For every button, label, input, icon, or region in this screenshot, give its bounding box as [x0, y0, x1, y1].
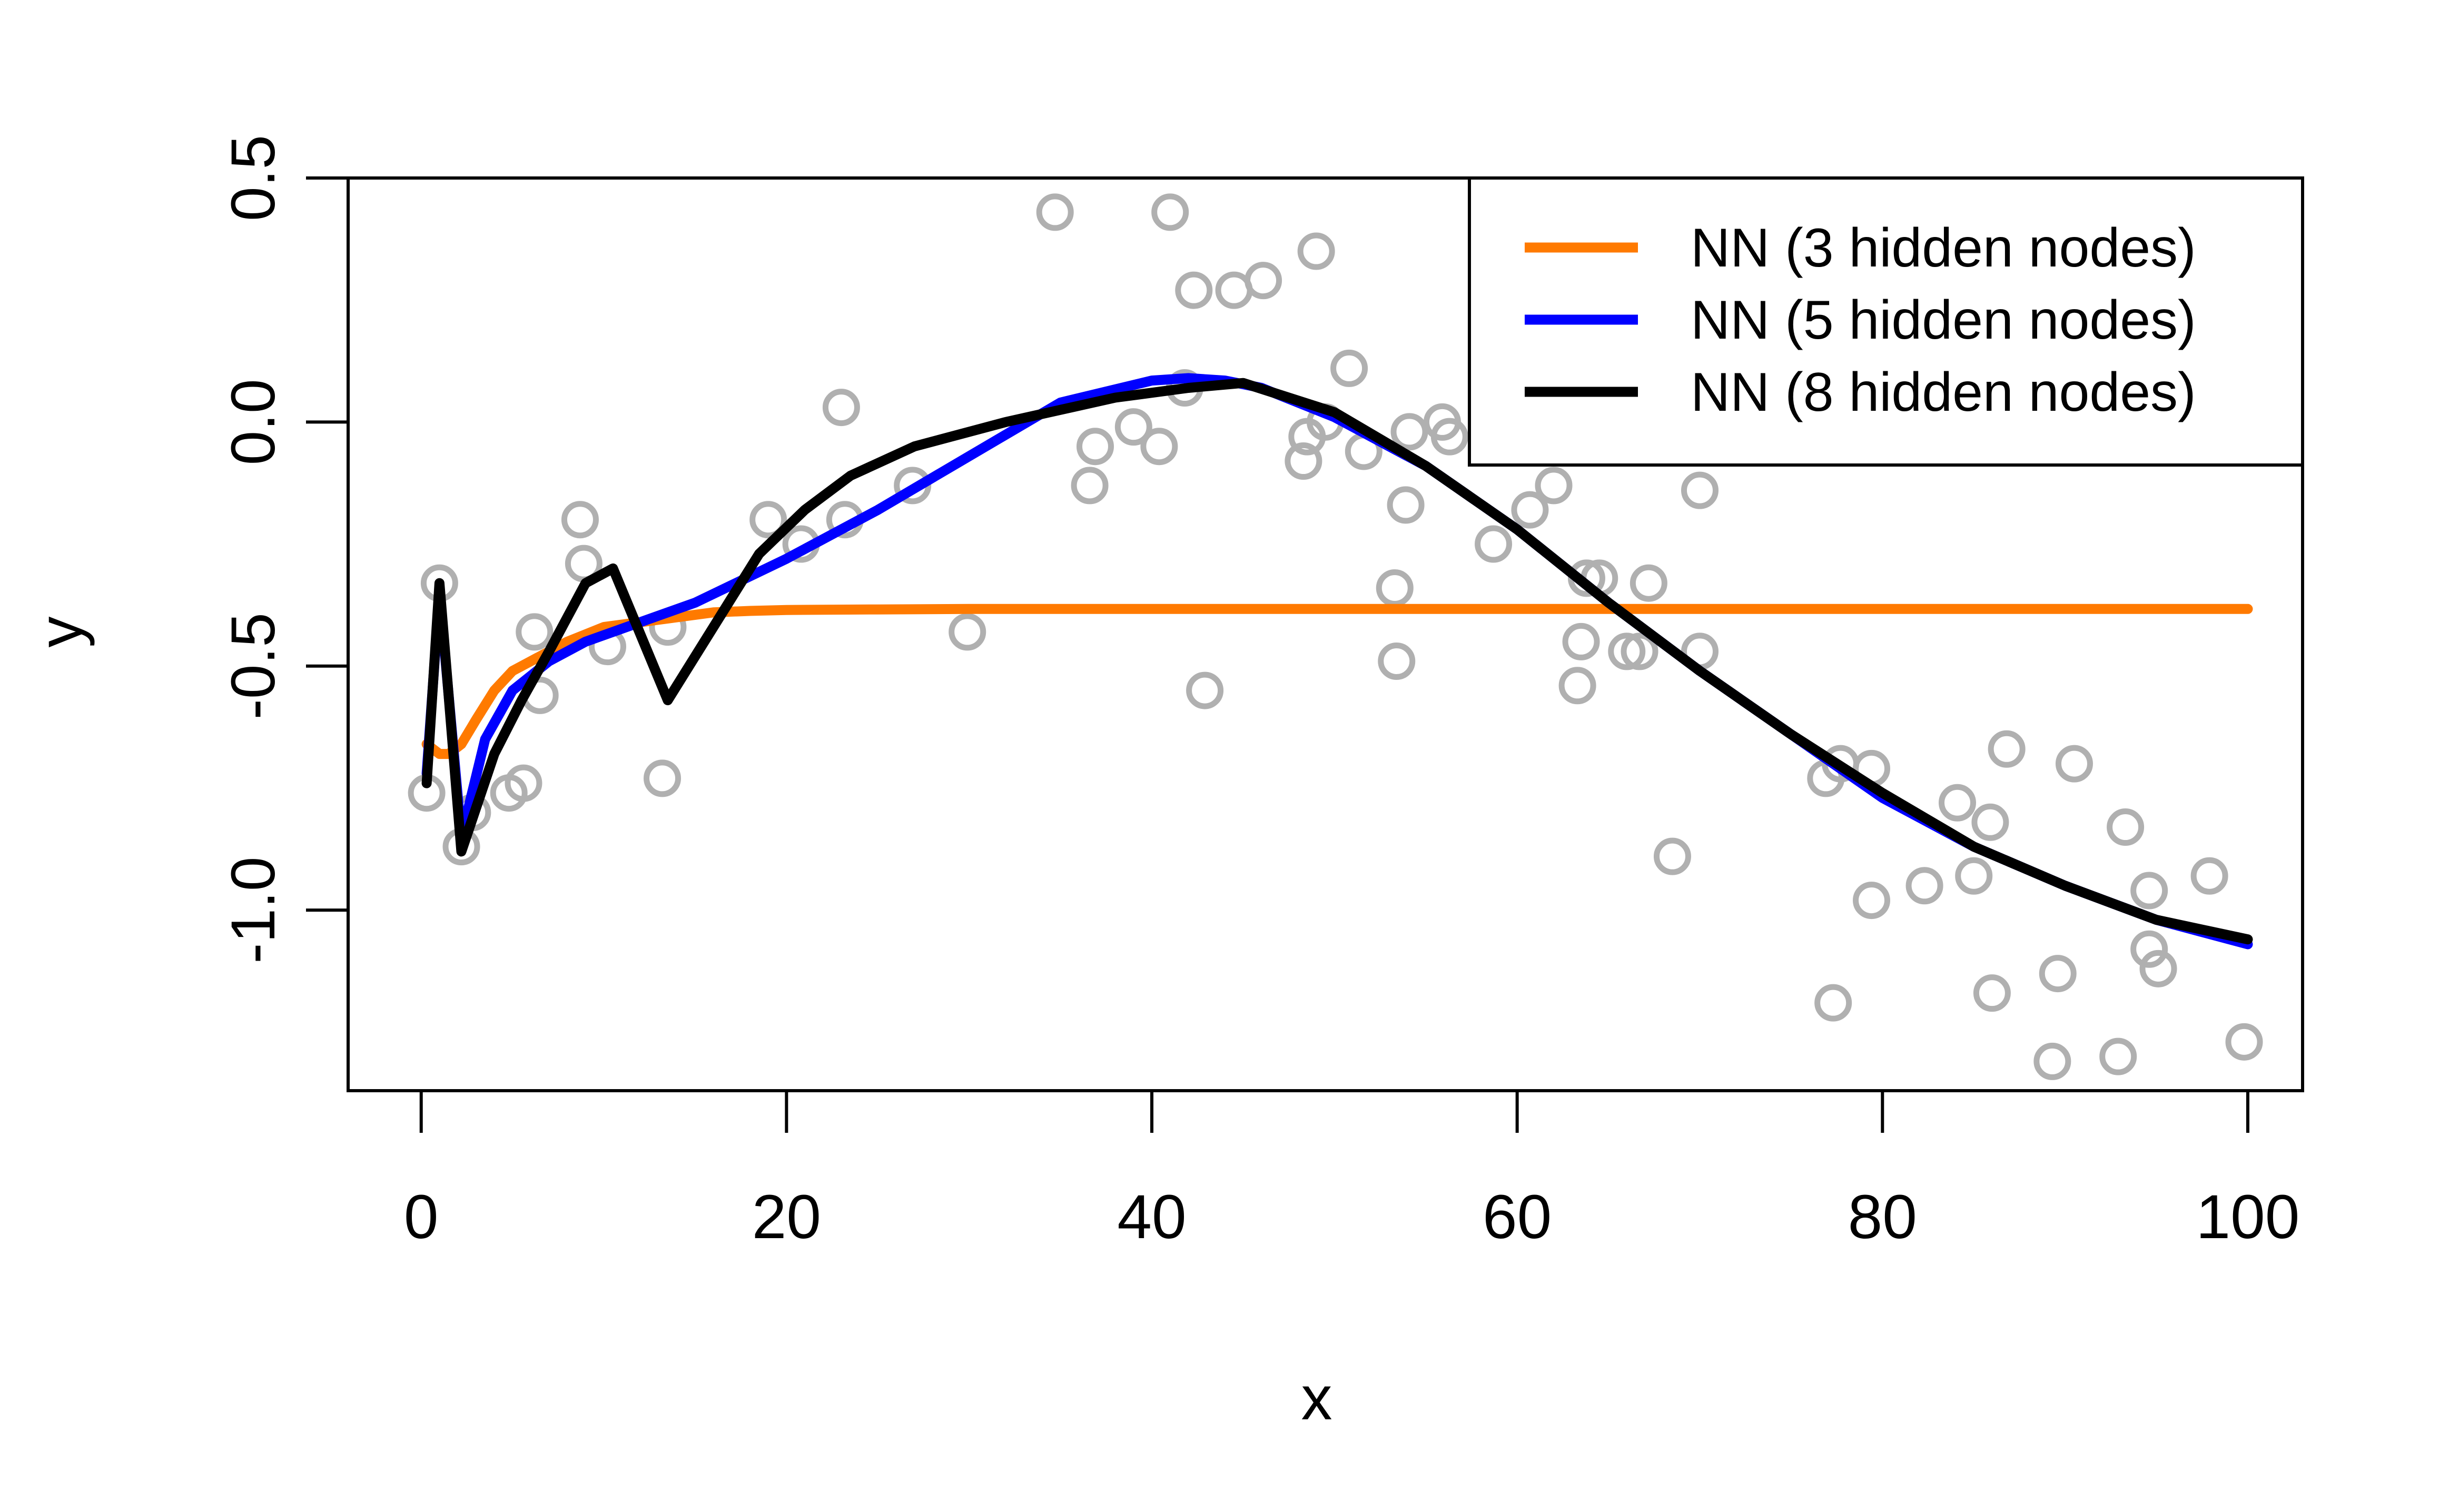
y-tick-label: -1.0 [219, 856, 288, 963]
data-point [1390, 413, 1428, 451]
data-point [2190, 857, 2228, 895]
y-tick-label: 0.0 [219, 379, 288, 465]
data-point [1630, 564, 1667, 602]
data-point [1621, 633, 1658, 670]
data-point [1071, 467, 1109, 505]
legend: NN (3 hidden nodes) NN (5 hidden nodes) NN… [1468, 176, 2304, 467]
legend-label-1: NN (3 hidden nodes) [1691, 218, 2196, 279]
data-point [2055, 745, 2093, 783]
x-tick-label: 60 [1483, 1182, 1552, 1252]
data-point [1608, 633, 1646, 670]
data-point [2130, 872, 2168, 910]
data-point [644, 759, 682, 797]
data-point [1387, 486, 1425, 524]
data-point [1077, 428, 1114, 466]
data-point [1285, 442, 1322, 480]
data-point [1114, 408, 1152, 446]
data-point [1653, 837, 1691, 875]
data-point [1378, 642, 1416, 680]
y-tick-label: -0.5 [219, 612, 288, 719]
series-lines [421, 373, 2253, 950]
data-point [822, 389, 860, 427]
data-point [1535, 467, 1573, 505]
data-point [1905, 867, 1943, 905]
data-point [1140, 428, 1178, 466]
data-point [1376, 569, 1414, 607]
y-axis-title: y [26, 617, 95, 648]
data-point [2107, 808, 2145, 846]
data-point [516, 613, 554, 651]
data-point [1558, 667, 1596, 705]
data-point [1681, 471, 1719, 509]
x-tick-label: 0 [404, 1182, 439, 1252]
data-point [1973, 974, 2011, 1012]
data-point [1175, 271, 1213, 309]
data-point [1036, 193, 1074, 231]
data-point [1330, 349, 1368, 387]
data-point [749, 501, 787, 539]
x-tick-label: 40 [1117, 1182, 1186, 1252]
x-axis-title: x [1301, 1363, 1332, 1433]
data-point [2225, 1023, 2263, 1061]
data-point [1814, 984, 1852, 1022]
data-point [2139, 950, 2177, 987]
data-point [1955, 857, 1993, 895]
y-tick-label: 0.5 [219, 135, 288, 221]
data-point [1186, 671, 1224, 709]
x-tick-label: 20 [752, 1182, 821, 1252]
data-point [1939, 784, 1977, 822]
data-point [561, 501, 599, 539]
x-axis: 0 20 40 60 80 100 [404, 1089, 2300, 1252]
legend-label-2: NN (5 hidden nodes) [1691, 290, 2196, 351]
data-point [2099, 1037, 2137, 1075]
data-point [1475, 525, 1513, 563]
data-point [2130, 930, 2168, 968]
data-point [2039, 955, 2077, 993]
data-point [1971, 803, 2009, 841]
legend-label-3: NN (8 hidden nodes) [1691, 362, 2196, 423]
x-tick-label: 100 [2196, 1182, 2300, 1252]
data-point [1852, 882, 1890, 920]
data-point [1297, 232, 1335, 270]
data-point [1430, 418, 1468, 456]
data-point [1511, 491, 1549, 529]
data-point [1562, 622, 1600, 660]
x-tick-label: 80 [1848, 1182, 1917, 1252]
series-line-3 [421, 378, 2253, 945]
series-line-1 [421, 604, 2253, 759]
data-point [2033, 1042, 2071, 1080]
data-point [1151, 193, 1189, 231]
data-point [505, 764, 542, 802]
data-point [1988, 730, 2026, 768]
data-point [1245, 262, 1282, 300]
y-axis: -1.0 -0.5 0.0 0.5 [219, 135, 350, 964]
data-point [949, 613, 986, 651]
